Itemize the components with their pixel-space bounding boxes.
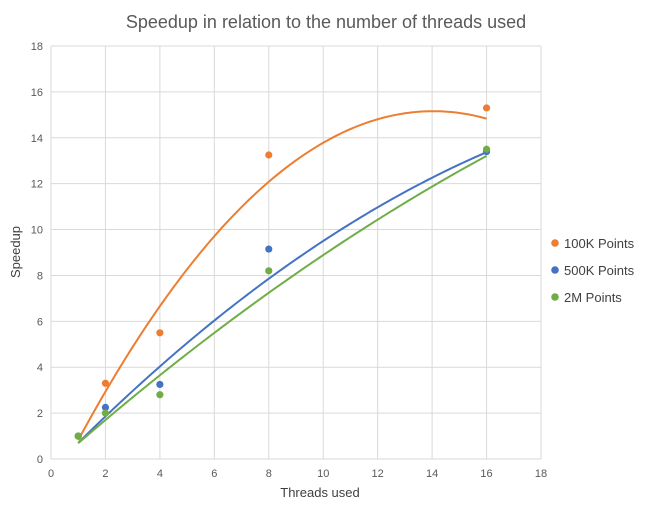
y-tick-label: 14 [31,133,43,145]
legend-label: 500K Points [564,263,635,278]
x-tick-label: 0 [48,468,54,480]
data-point-100k-points [482,104,491,112]
data-point-2m-points [156,391,164,399]
data-point-100k-points [101,379,110,387]
trendline-2m-points [77,154,488,444]
data-point-100k-points [156,329,164,337]
data-point-2m-points [101,409,110,417]
y-axis-label: Speedup [8,226,23,278]
y-tick-label: 2 [37,408,43,420]
y-tick-label: 18 [31,41,43,53]
y-tick-label: 4 [37,362,43,374]
x-tick-label: 16 [480,468,492,480]
y-tick-label: 0 [37,454,43,466]
trendline-100k-points [77,110,487,441]
data-point-500k-points [265,245,273,253]
data-point-2m-points [482,145,491,153]
trendlines [77,110,488,444]
data-point-2m-points [74,432,82,440]
x-tick-label: 18 [535,468,547,480]
data-points [74,104,491,440]
legend-marker [551,239,559,247]
y-tick-label: 8 [37,270,43,282]
y-tick-label: 12 [31,179,43,191]
legend-marker [551,293,559,301]
chart-title: Speedup in relation to the number of thr… [126,12,526,32]
legend-label: 2M Points [564,290,622,305]
data-point-100k-points [265,151,273,159]
y-tick-label: 10 [31,225,43,237]
data-point-500k-points [156,380,164,389]
y-tick-label: 16 [31,87,43,99]
trendline-500k-points [77,151,487,444]
x-tick-label: 6 [211,468,217,480]
legend: 100K Points 500K Points 2M Points [551,236,635,305]
tick-labels: 0 2 4 6 8 10 12 14 16 18 0 2 4 6 8 10 12 14 16 18 [31,41,547,480]
x-tick-label: 10 [317,468,329,480]
x-tick-label: 14 [426,468,438,480]
x-tick-label: 4 [157,468,163,480]
x-tick-label: 12 [372,468,384,480]
x-tick-label: 8 [266,468,272,480]
x-tick-label: 2 [102,468,108,480]
x-axis-label: Threads used [280,485,360,500]
data-point-500k-points [101,403,110,411]
y-tick-label: 6 [37,316,43,328]
data-point-2m-points [265,267,273,275]
legend-label: 100K Points [564,236,635,251]
grid [50,45,542,460]
legend-marker [551,266,559,274]
